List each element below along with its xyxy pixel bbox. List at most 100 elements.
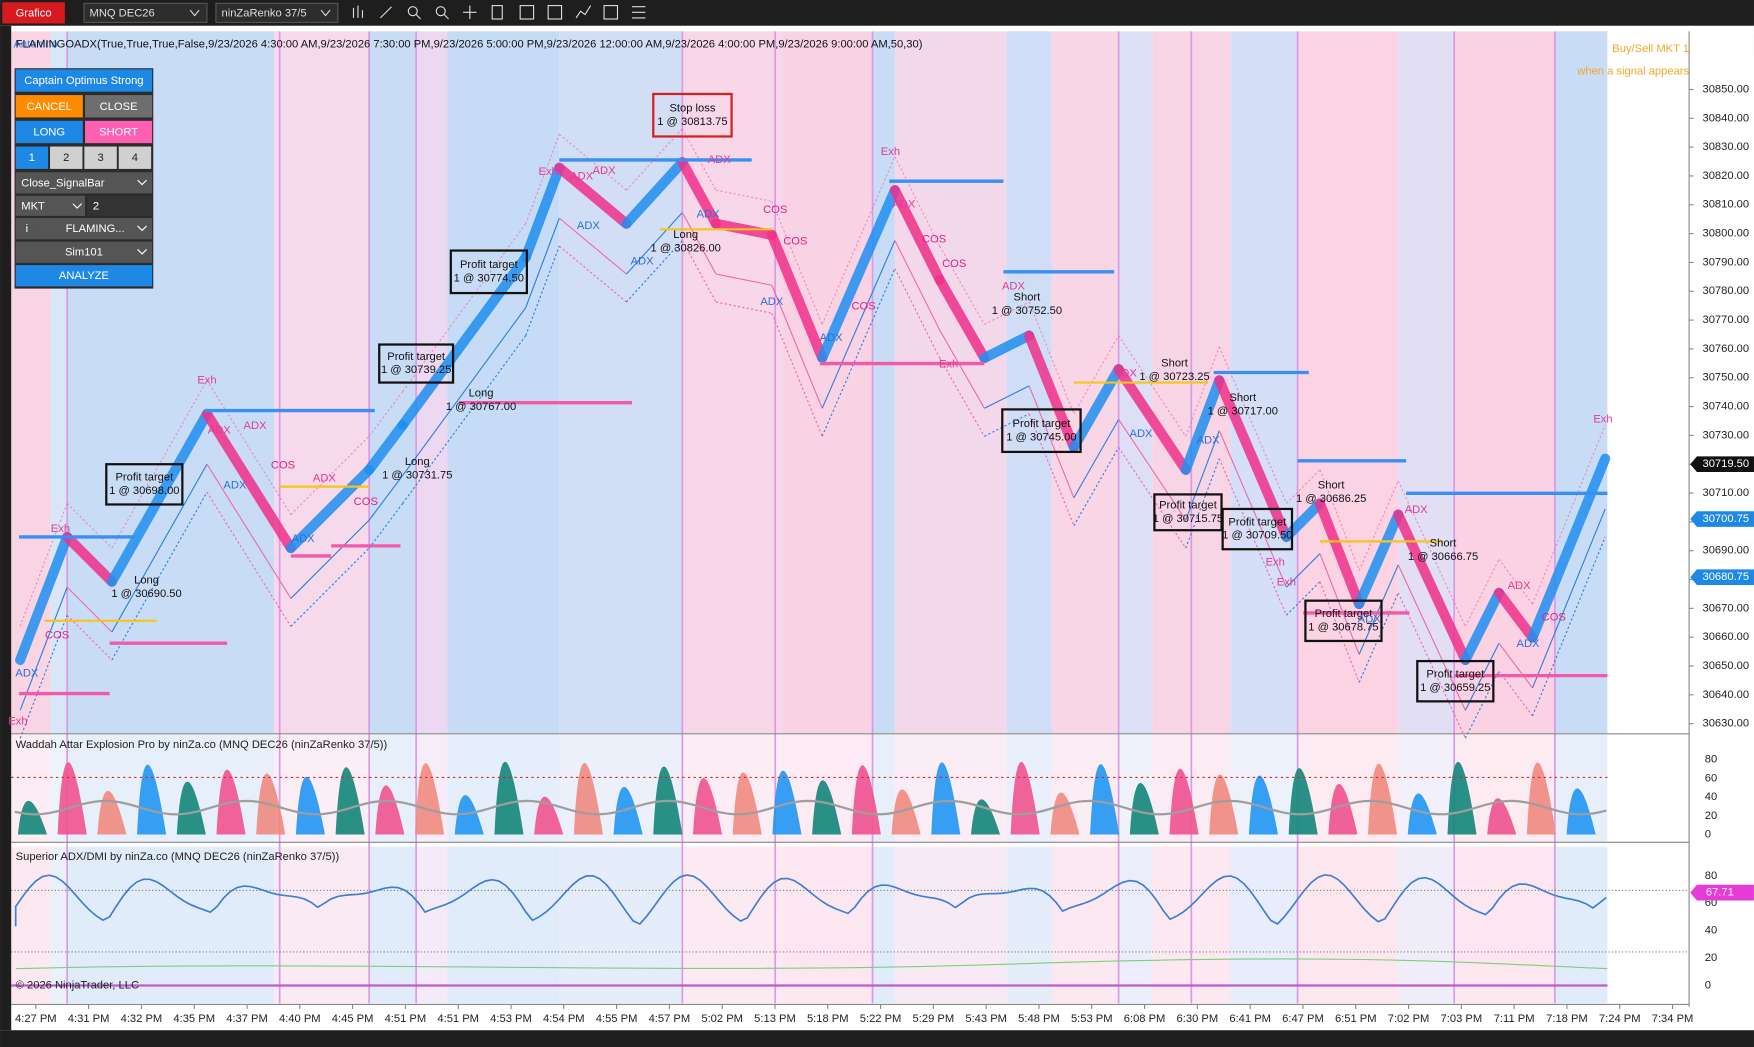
cos-marker: COS <box>851 300 875 312</box>
band <box>1398 846 1455 1004</box>
histogram-hump <box>1368 763 1398 835</box>
band-line <box>66 614 113 661</box>
quantity-tab-label[interactable]: 4 <box>132 152 138 164</box>
info-icon-label[interactable]: i <box>26 223 28 235</box>
toolbar-icons[interactable] <box>352 5 646 20</box>
price-tick-label: 30810.00 <box>1703 199 1750 211</box>
band-line <box>1028 301 1075 415</box>
price-leg <box>1180 375 1225 475</box>
cos-marker: COS <box>922 233 946 245</box>
band <box>682 846 784 1004</box>
order-type-select[interactable] <box>15 195 86 216</box>
histogram-hump <box>851 765 881 835</box>
histogram-hump <box>454 795 484 835</box>
left-border <box>0 25 12 1031</box>
entry-mode-select[interactable] <box>15 172 153 194</box>
histogram-hump <box>295 776 325 835</box>
cos-marker: COS <box>354 496 378 508</box>
quantity-tab-label[interactable]: 1 <box>29 152 35 164</box>
quantity-input[interactable] <box>87 195 153 216</box>
cancel-button[interactable] <box>15 95 83 118</box>
instrument-select[interactable] <box>83 2 208 23</box>
band <box>11 846 51 1004</box>
quantity-tab[interactable] <box>84 146 117 169</box>
exit-box <box>1416 659 1495 703</box>
long-button-label[interactable]: LONG <box>33 127 65 139</box>
close-button[interactable] <box>85 95 153 118</box>
panel-tick-label: 0 <box>1705 979 1711 991</box>
exit-label: Profit target <box>1159 500 1218 512</box>
quantity-tab[interactable] <box>118 146 152 169</box>
quantity-input-label[interactable]: 2 <box>93 200 99 212</box>
analyze-button-label[interactable]: ANALYZE <box>59 270 109 282</box>
band <box>682 31 784 734</box>
bar-type-label[interactable]: ninZaRenko 37/5 <box>222 7 307 19</box>
band <box>1607 31 1690 734</box>
price-tick-label: 30690.00 <box>1703 545 1750 557</box>
cancel-button-label[interactable]: CANCEL <box>27 101 72 113</box>
band-line <box>1286 553 1321 588</box>
exit-box <box>378 343 455 384</box>
chart-button-label[interactable]: Grafico <box>16 7 52 19</box>
short-button[interactable] <box>85 120 153 144</box>
band-line <box>206 463 292 599</box>
entry-mode-select-label[interactable]: Close_SignalBar <box>21 177 104 189</box>
price-leg <box>677 157 721 229</box>
cos-marker: COS <box>763 204 787 216</box>
price-leg <box>1393 509 1471 666</box>
histogram-hump <box>1566 788 1596 835</box>
analyze-button[interactable] <box>15 265 153 287</box>
price-tick-label: 30740.00 <box>1703 401 1750 413</box>
instrument-label[interactable]: MNQ DEC26 <box>90 7 155 19</box>
price-leg <box>62 531 117 587</box>
band-line <box>66 502 113 549</box>
bar-type-select[interactable] <box>215 2 339 23</box>
quantity-tab-label[interactable]: 2 <box>63 152 69 164</box>
strategy-select-label[interactable]: FLAMING... <box>66 223 125 235</box>
panel-title[interactable] <box>15 69 153 92</box>
band <box>783 846 873 1004</box>
price-tick-label: 30820.00 <box>1703 170 1750 182</box>
price-tick-label: 30800.00 <box>1703 228 1750 240</box>
short-button-label[interactable]: SHORT <box>99 127 138 139</box>
band-line <box>66 586 113 633</box>
band-line <box>1286 469 1321 504</box>
quantity-tab-label[interactable]: 3 <box>97 152 103 164</box>
adx-up-marker: ADX <box>223 479 247 491</box>
close-button-label[interactable]: CLOSE <box>100 101 138 113</box>
band <box>1554 846 1608 1004</box>
entry-label: Short <box>1318 479 1346 491</box>
panel-title: Superior ADX/DMI by ninZa.co (MNQ DEC26 … <box>16 851 340 863</box>
quantity-tab[interactable] <box>15 146 49 169</box>
quantity-tab[interactable] <box>50 146 83 169</box>
band-line <box>821 156 896 325</box>
entry-fill: 1 @ 30752.50 <box>992 305 1062 317</box>
exit-fill: 1 @ 30745.00 <box>1006 431 1076 443</box>
long-button[interactable] <box>15 120 83 144</box>
band-line <box>1498 558 1533 605</box>
time-tick-label: 7:11 PM <box>1494 1013 1535 1025</box>
entry-label: Short <box>1014 291 1042 303</box>
order-type-select-label[interactable]: MKT <box>21 200 45 212</box>
account-select[interactable] <box>15 241 153 263</box>
exit-label: Profit target <box>1315 608 1374 620</box>
entry-label: Long <box>405 456 430 468</box>
time-tick-label: 4:54 PM <box>543 1013 585 1025</box>
account-select-label[interactable]: Sim101 <box>65 247 103 259</box>
info-icon[interactable] <box>15 218 39 240</box>
band-line <box>1028 413 1075 526</box>
histogram-hump <box>1248 775 1279 835</box>
dropdown-arrow <box>137 225 147 232</box>
panel-title-label[interactable]: Captain Optimus Strong <box>24 75 143 87</box>
histogram-hump <box>494 761 524 835</box>
price-leg <box>1460 587 1504 666</box>
chart-button[interactable] <box>2 2 65 24</box>
price-axis <box>1689 31 1754 1031</box>
adx-up-marker: ADX <box>15 667 39 679</box>
exit-fill: 1 @ 30698.00 <box>109 485 179 497</box>
histogram-hump <box>1090 764 1120 835</box>
panel-tick-label: 20 <box>1705 952 1717 964</box>
strategy-select[interactable] <box>38 218 153 240</box>
